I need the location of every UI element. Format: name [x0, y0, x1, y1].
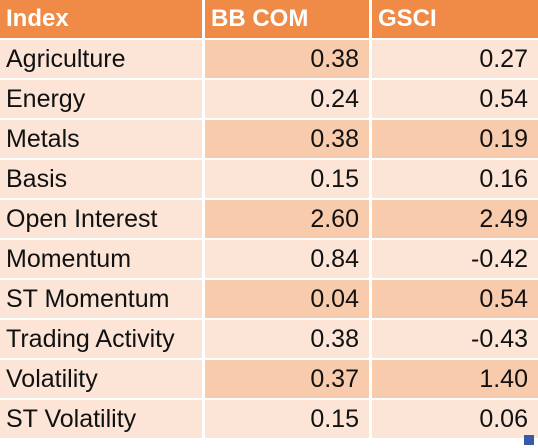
gsci-open-interest[interactable]: 2.49	[372, 200, 538, 240]
bb-com-metals[interactable]: 0.38	[205, 120, 369, 160]
bb-com-volatility[interactable]: 0.37	[205, 360, 369, 400]
bb-com-trading-activity[interactable]: 0.38	[205, 320, 369, 360]
row-label-energy[interactable]: Energy	[0, 80, 202, 120]
bb-com-basis[interactable]: 0.15	[205, 160, 369, 200]
bb-com-st-momentum[interactable]: 0.04	[205, 280, 369, 320]
gsci-energy[interactable]: 0.54	[372, 80, 538, 120]
row-label-open-interest[interactable]: Open Interest	[0, 200, 202, 240]
gsci-agriculture[interactable]: 0.27	[372, 40, 538, 80]
row-label-metals[interactable]: Metals	[0, 120, 202, 160]
row-label-volatility[interactable]: Volatility	[0, 360, 202, 400]
header-index[interactable]: Index	[0, 0, 202, 40]
row-label-st-volatility[interactable]: ST Volatility	[0, 400, 202, 440]
gsci-st-volatility[interactable]: 0.06	[372, 400, 538, 440]
gsci-trading-activity[interactable]: -0.43	[372, 320, 538, 360]
header-gsci[interactable]: GSCI	[372, 0, 538, 40]
row-label-st-momentum[interactable]: ST Momentum	[0, 280, 202, 320]
bb-com-momentum[interactable]: 0.84	[205, 240, 369, 280]
row-label-trading-activity[interactable]: Trading Activity	[0, 320, 202, 360]
bb-com-open-interest[interactable]: 2.60	[205, 200, 369, 240]
bb-com-st-volatility[interactable]: 0.15	[205, 400, 369, 440]
header-bb-com[interactable]: BB COM	[205, 0, 369, 40]
row-label-basis[interactable]: Basis	[0, 160, 202, 200]
gsci-metals[interactable]: 0.19	[372, 120, 538, 160]
gsci-volatility[interactable]: 1.40	[372, 360, 538, 400]
bb-com-energy[interactable]: 0.24	[205, 80, 369, 120]
gsci-basis[interactable]: 0.16	[372, 160, 538, 200]
row-label-agriculture[interactable]: Agriculture	[0, 40, 202, 80]
gsci-st-momentum[interactable]: 0.54	[372, 280, 538, 320]
row-label-momentum[interactable]: Momentum	[0, 240, 202, 280]
bb-com-agriculture[interactable]: 0.38	[205, 40, 369, 80]
gsci-momentum[interactable]: -0.42	[372, 240, 538, 280]
selection-fill-handle[interactable]	[524, 435, 534, 445]
